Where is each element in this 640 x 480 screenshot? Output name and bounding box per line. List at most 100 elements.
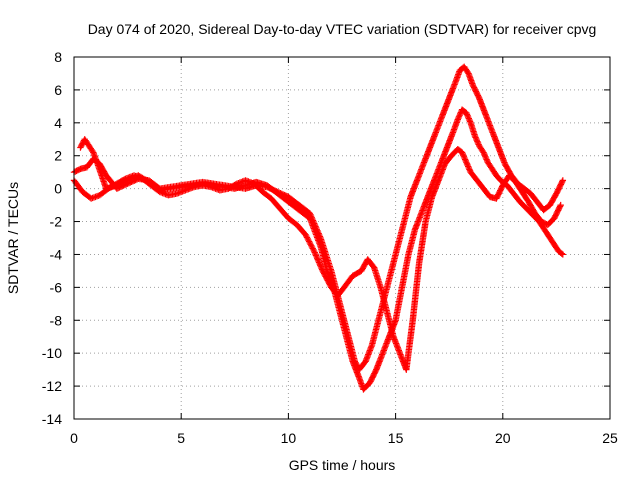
data-point xyxy=(310,246,317,253)
data-point xyxy=(460,153,468,160)
data-point xyxy=(457,110,464,118)
data-point xyxy=(480,150,488,158)
data-point xyxy=(304,235,311,243)
data-point xyxy=(466,116,473,124)
data-point xyxy=(464,113,472,121)
y-tick-label: 8 xyxy=(54,49,62,65)
x-tick-label: 5 xyxy=(177,430,185,446)
data-point xyxy=(461,156,469,163)
data-point xyxy=(558,250,565,257)
axis-ticks: 0 5 10 15 20 25 -14 -12 -10 -8 -6 -4 -2 0 2 4 6 8 xyxy=(42,49,618,446)
y-tick-label: -4 xyxy=(50,246,63,262)
data-point xyxy=(464,112,471,119)
data-point xyxy=(89,147,96,155)
data-point xyxy=(318,266,326,273)
data-point xyxy=(483,156,490,163)
y-tick-label: 2 xyxy=(54,148,62,164)
data-point xyxy=(308,243,316,251)
data-point xyxy=(461,154,468,162)
data-point xyxy=(77,144,84,151)
y-tick-label: 4 xyxy=(54,115,62,131)
data-point xyxy=(464,163,472,170)
chart-title: Day 074 of 2020, Sidereal Day-to-day VTE… xyxy=(88,21,597,37)
data-point xyxy=(323,274,330,281)
y-tick-label: -12 xyxy=(42,378,62,394)
data-point xyxy=(321,271,329,279)
data-point xyxy=(310,247,318,255)
data-point xyxy=(325,278,332,286)
x-tick-label: 15 xyxy=(388,430,404,446)
data-point xyxy=(480,149,487,156)
data-point xyxy=(463,109,470,117)
data-point xyxy=(305,238,313,245)
data-point xyxy=(77,142,85,150)
data-point xyxy=(471,132,479,140)
y-tick-label: -6 xyxy=(50,279,63,295)
data-point xyxy=(318,264,325,272)
data-point xyxy=(324,277,331,284)
data-point xyxy=(556,203,564,210)
data-point xyxy=(455,113,463,120)
data-point xyxy=(315,259,323,266)
data-point xyxy=(322,273,329,280)
y-tick-label: -10 xyxy=(42,345,62,361)
data-point xyxy=(464,68,471,76)
data-point xyxy=(558,178,566,185)
data-point xyxy=(305,236,312,244)
plot-frame xyxy=(73,56,611,420)
y-tick-label: 6 xyxy=(54,82,62,98)
data-point xyxy=(458,149,466,156)
data-point xyxy=(482,153,489,160)
data-point xyxy=(482,154,490,162)
data-point xyxy=(557,201,564,209)
x-tick-label: 25 xyxy=(602,430,618,446)
y-tick-label: -2 xyxy=(50,214,63,230)
data-point xyxy=(320,269,327,276)
data-point xyxy=(307,241,314,248)
data-point xyxy=(315,257,322,265)
data-point xyxy=(312,252,320,259)
data-point xyxy=(474,139,482,147)
data-point xyxy=(559,177,567,184)
data-point xyxy=(325,280,333,287)
data-point xyxy=(464,161,471,169)
data-point xyxy=(473,137,480,144)
data-point xyxy=(317,262,324,269)
data-point xyxy=(314,256,322,263)
x-axis-label: GPS time / hours xyxy=(289,457,396,473)
data-point xyxy=(313,253,320,261)
data-point xyxy=(302,231,309,238)
data-point xyxy=(78,141,86,148)
data-point xyxy=(306,239,314,247)
data-point xyxy=(472,134,479,141)
x-tick-label: 20 xyxy=(495,430,511,446)
x-tick-label: 0 xyxy=(70,430,78,446)
data-point xyxy=(316,260,323,268)
data-point xyxy=(323,275,331,283)
data-point xyxy=(463,159,470,166)
data-point xyxy=(317,263,325,270)
data-point xyxy=(303,232,310,240)
y-tick-label: 0 xyxy=(54,181,62,197)
data-point xyxy=(460,152,467,159)
data-point xyxy=(466,118,474,125)
data-point xyxy=(474,138,481,145)
data-point xyxy=(319,267,326,275)
data-point xyxy=(311,249,318,256)
data-point xyxy=(309,245,316,252)
data-point xyxy=(463,111,471,118)
data-point xyxy=(454,116,461,123)
data-point xyxy=(313,255,321,262)
data-point xyxy=(481,152,488,159)
data-point xyxy=(312,250,319,258)
data-marks xyxy=(70,63,567,393)
data-point xyxy=(466,166,473,173)
y-tick-label: -14 xyxy=(42,411,62,427)
data-point xyxy=(326,281,334,288)
data-point xyxy=(463,160,471,167)
data-point xyxy=(320,270,328,277)
data-point xyxy=(472,135,480,143)
data-point xyxy=(559,251,567,258)
y-axis-label: SDTVAR / TECUs xyxy=(5,182,21,294)
